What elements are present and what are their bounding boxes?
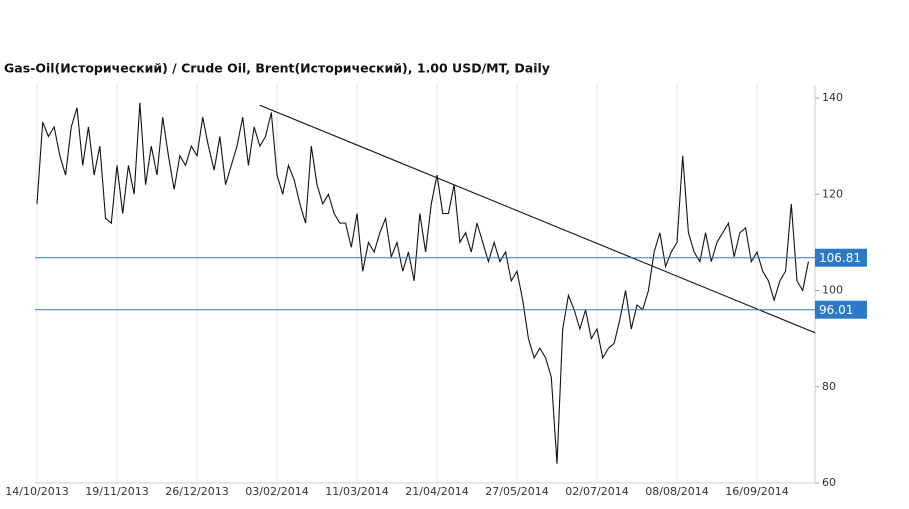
x-tick-label: 08/08/2014 — [645, 485, 708, 498]
y-tick-label: 100 — [822, 284, 843, 297]
level-label: 96.01 — [819, 303, 853, 317]
y-tick-label: 60 — [822, 476, 836, 489]
x-tick-label: 16/09/2014 — [725, 485, 788, 498]
y-tick-label: 140 — [822, 91, 843, 104]
level-box — [815, 248, 867, 267]
x-tick-label: 11/03/2014 — [325, 485, 388, 498]
trend-line — [259, 104, 816, 334]
x-tick-label: 27/05/2014 — [485, 485, 548, 498]
price-line — [36, 102, 809, 464]
x-tick-label: 21/04/2014 — [405, 485, 468, 498]
x-tick-label: 19/11/2013 — [85, 485, 148, 498]
y-tick-label: 80 — [822, 380, 836, 393]
level-label: 106.81 — [819, 251, 861, 265]
x-tick-label: 14/10/2013 — [5, 485, 68, 498]
chart-title: Gas-Oil(Исторический) / Crude Oil, Brent… — [4, 61, 550, 76]
x-tick-label: 26/12/2013 — [165, 485, 228, 498]
x-tick-label: 03/02/2014 — [245, 485, 308, 498]
level-box — [815, 300, 867, 319]
x-tick-label: 02/07/2014 — [565, 485, 628, 498]
y-tick-label: 120 — [822, 187, 843, 200]
